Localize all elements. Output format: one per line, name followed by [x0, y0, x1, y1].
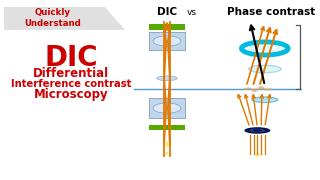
- Ellipse shape: [248, 44, 282, 53]
- Bar: [149, 125, 185, 130]
- Text: DIC: DIC: [157, 7, 177, 17]
- Ellipse shape: [245, 43, 284, 54]
- Ellipse shape: [244, 127, 270, 134]
- Ellipse shape: [157, 76, 177, 81]
- Text: ✦: ✦: [162, 140, 172, 153]
- Polygon shape: [4, 6, 125, 30]
- Ellipse shape: [249, 65, 281, 73]
- Text: ✦: ✦: [253, 151, 262, 161]
- Text: Quickly
Understand: Quickly Understand: [24, 8, 81, 28]
- Bar: [149, 98, 185, 118]
- Text: Interference contrast: Interference contrast: [11, 79, 131, 89]
- Ellipse shape: [250, 129, 265, 132]
- Text: vs: vs: [187, 8, 197, 17]
- Ellipse shape: [252, 97, 278, 103]
- Text: DIC: DIC: [44, 44, 98, 72]
- Text: Differential: Differential: [33, 67, 109, 80]
- Text: Microscopy: Microscopy: [34, 88, 108, 101]
- Ellipse shape: [153, 36, 181, 46]
- Ellipse shape: [253, 129, 262, 132]
- Bar: [149, 32, 185, 50]
- Bar: [149, 24, 185, 30]
- Ellipse shape: [153, 103, 181, 113]
- Text: Phase contrast: Phase contrast: [227, 7, 316, 17]
- Text: ✦: ✦: [164, 151, 170, 157]
